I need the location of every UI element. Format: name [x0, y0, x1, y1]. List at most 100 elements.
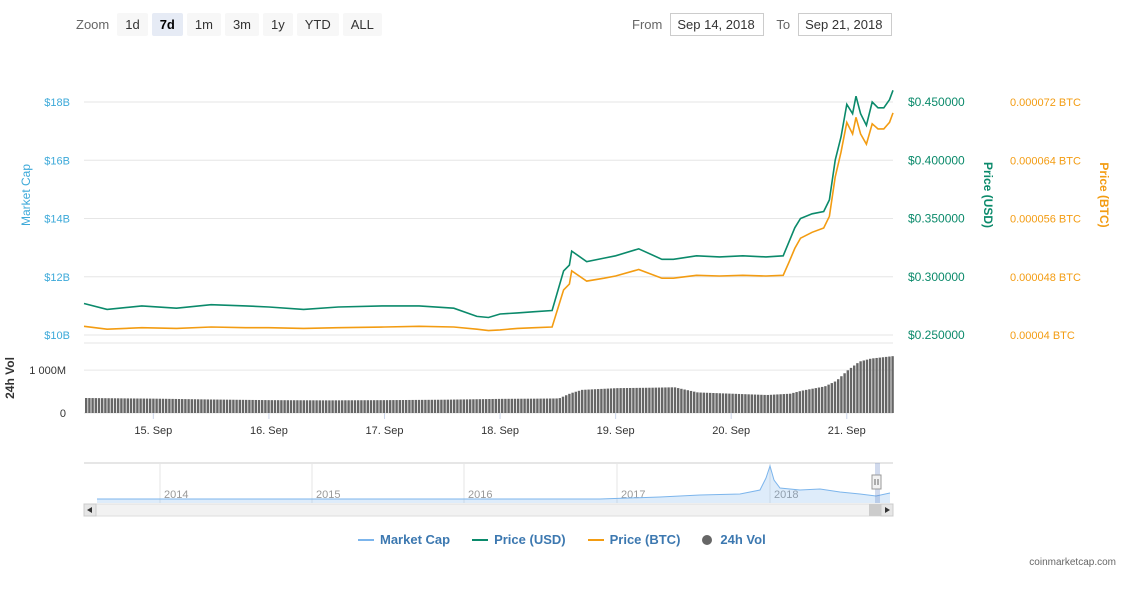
volume-bar	[792, 392, 795, 413]
from-date-input[interactable]: Sep 14, 2018	[670, 12, 765, 36]
legend-label: Market Cap	[380, 532, 451, 547]
volume-bar	[542, 398, 545, 413]
navigator-year-label: 2015	[316, 489, 340, 501]
volume-bar	[491, 398, 494, 413]
zoom-button-all[interactable]: ALL	[342, 12, 382, 36]
volume-bar	[760, 394, 763, 413]
volume-bar	[881, 357, 885, 413]
price-btc-tick: 0.00004 BTC	[1010, 330, 1075, 342]
volume-bar	[619, 388, 622, 413]
volume-bar	[337, 400, 341, 413]
price-usd-line	[83, 90, 894, 319]
volume-bar	[145, 398, 149, 413]
legend-price-usd[interactable]: Price (USD)	[472, 532, 566, 547]
zoom-button-1m[interactable]: 1m	[186, 12, 221, 36]
volume-bar	[296, 400, 299, 413]
x-tick-label: 16. Sep	[250, 425, 288, 437]
volume-bar	[629, 387, 632, 413]
volume-bar	[113, 398, 117, 413]
volume-bar	[661, 387, 664, 413]
navigator-handle[interactable]	[871, 474, 882, 490]
x-tick-label: 21. Sep	[828, 425, 866, 437]
navigator[interactable]: 20142015201620172018	[83, 462, 894, 517]
volume-bar	[312, 400, 315, 413]
x-tick-label: 17. Sep	[366, 425, 404, 437]
from-label: From	[632, 16, 663, 32]
volume-bar	[117, 398, 120, 413]
volume-bar	[433, 399, 437, 413]
zoom-button-7d[interactable]: 7d	[151, 12, 183, 36]
volume-bar	[363, 400, 366, 413]
volume-bar	[539, 398, 542, 413]
scroll-right-arrow-icon	[885, 507, 890, 513]
volume-bar	[590, 389, 593, 413]
volume-bar	[846, 370, 849, 413]
credit-link[interactable]: coinmarketcap.com	[1029, 557, 1116, 568]
volume-bar	[715, 393, 718, 413]
volume-bar	[712, 393, 715, 413]
volume-bar	[680, 388, 683, 413]
x-tick-label: 15. Sep	[134, 425, 172, 437]
volume-bar	[350, 400, 353, 413]
volume-bar	[107, 398, 110, 413]
volume-bar	[203, 399, 206, 413]
volume-bar	[632, 387, 635, 413]
scrollbar-track[interactable]	[83, 503, 894, 517]
navigator-area	[97, 466, 890, 503]
x-tick-label: 18. Sep	[481, 425, 519, 437]
volume-bar	[469, 399, 472, 413]
volume-bar	[837, 379, 840, 413]
volume-bar	[891, 356, 894, 413]
volume-bar	[526, 398, 529, 413]
volume-bar	[814, 388, 817, 413]
volume-bar	[769, 394, 773, 413]
volume-bar	[293, 400, 296, 413]
volume-bar	[728, 393, 731, 413]
volume-bar	[635, 387, 638, 413]
scrollbar-thumb[interactable]	[869, 504, 881, 516]
volume-bar	[289, 400, 293, 413]
to-date-input[interactable]: Sep 21, 2018	[798, 12, 893, 36]
volume-bar	[235, 399, 238, 413]
volume-bar	[181, 399, 184, 413]
volume-bar	[609, 388, 613, 413]
volume-bar	[830, 383, 833, 413]
volume-bar	[165, 398, 168, 413]
volume-bar	[453, 399, 456, 413]
volume-bar	[353, 400, 357, 413]
legend-market-cap[interactable]: Market Cap	[358, 532, 450, 547]
volume-bar	[85, 398, 88, 413]
volume-bar	[168, 398, 171, 413]
legend-line-icon	[472, 538, 489, 541]
volume-bar	[305, 400, 309, 413]
zoom-button-1d[interactable]: 1d	[117, 12, 148, 36]
volume-bar	[251, 399, 254, 413]
volume-bar	[689, 390, 693, 413]
scroll-left-arrow-icon	[87, 507, 92, 513]
zoom-button-3m[interactable]: 3m	[224, 12, 259, 36]
market-cap-tick: $18B	[44, 97, 70, 109]
volume-bar	[737, 393, 741, 413]
volume-bar	[865, 359, 869, 413]
zoom-button-1y[interactable]: 1y	[263, 12, 293, 36]
volume-bar	[878, 357, 881, 413]
volume-bar	[357, 400, 360, 413]
volume-bar	[408, 399, 411, 413]
legend-volume[interactable]: 24h Vol	[702, 532, 766, 547]
volume-bar	[654, 387, 657, 413]
price-usd-tick: $0.400000	[908, 153, 965, 167]
volume-bar	[232, 399, 235, 413]
volume-bar	[821, 386, 824, 413]
zoom-label: Zoom	[76, 16, 110, 32]
volume-bar	[677, 388, 680, 413]
volume-bar	[245, 399, 248, 413]
legend-price-btc[interactable]: Price (BTC)	[587, 532, 680, 547]
volume-bar	[705, 392, 709, 413]
volume-bar	[123, 398, 126, 413]
volume-bar	[421, 399, 424, 413]
volume-bar	[478, 399, 481, 413]
volume-bar	[481, 399, 485, 413]
zoom-button-ytd[interactable]: YTD	[296, 12, 339, 36]
volume-bar	[721, 393, 725, 413]
volume-bar	[187, 399, 190, 413]
